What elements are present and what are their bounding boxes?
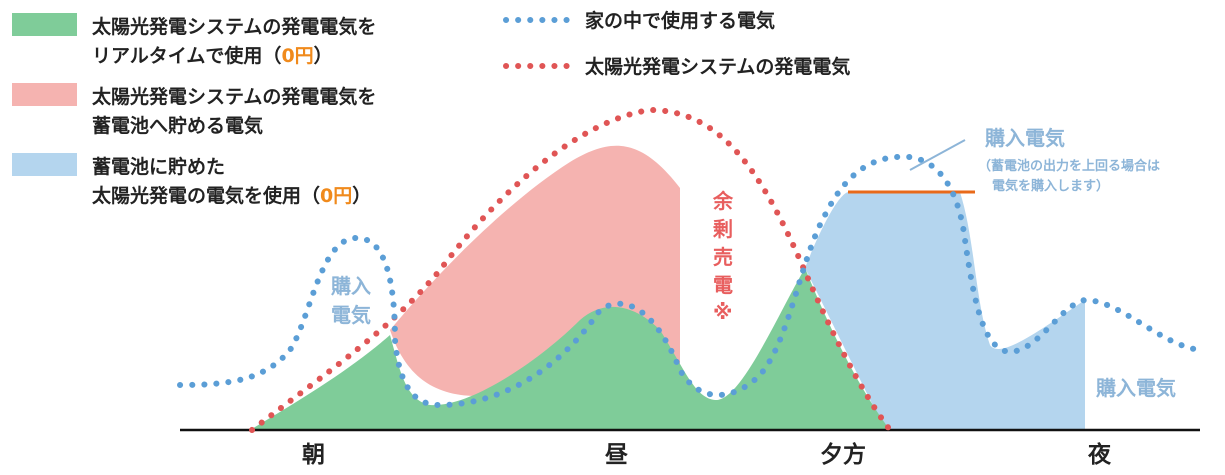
- surplus-sale-char-4: 電: [713, 273, 733, 297]
- solar-generation-curve: [249, 106, 893, 433]
- legend-red-line1: 太陽光発電システムの発電電気を: [92, 85, 376, 108]
- surplus-sale-char-5: ※: [713, 300, 732, 324]
- time-label-evening: 夕方: [820, 441, 866, 468]
- evening-purchase-note-1: （蓄電池の出力を上回る場合は: [978, 158, 1160, 174]
- evening-purchase-pointer: [909, 139, 966, 171]
- legend-green-line1: 太陽光発電システムの発電電気を: [92, 15, 376, 38]
- morning-purchase-label-1: 購入: [331, 274, 371, 298]
- legend-swatch-blue: [12, 153, 77, 176]
- night-purchase-label: 購入電気: [1096, 376, 1176, 400]
- legend-red-line2: 蓄電池へ貯める電気: [92, 114, 263, 137]
- surplus-sale-char-1: 余: [712, 189, 734, 213]
- legend-blue-zero-yen: 0円: [320, 185, 352, 207]
- morning-purchase-label-2: 電気: [331, 303, 371, 327]
- legend-blue-line2: 太陽光発電の電気を使用（0円）: [92, 184, 371, 207]
- legend-swatch-green: [12, 13, 77, 36]
- time-label-noon: 昼: [605, 442, 628, 468]
- legend-dotted-red-label: 太陽光発電システムの発電電気: [585, 55, 850, 78]
- time-label-night: 夜: [1087, 441, 1112, 468]
- legend-dotted-blue-label: 家の中で使用する電気: [585, 9, 775, 32]
- surplus-sale-char-3: 売: [713, 245, 733, 269]
- household-consumption-curve: [177, 153, 1203, 409]
- legend-green-line2: リアルタイムで使用（0円）: [92, 44, 333, 67]
- legend-green-zero-yen: 0円: [281, 45, 313, 67]
- battery-use-area: [805, 191, 1085, 430]
- legend-blue-line1: 蓄電池に貯めた: [92, 155, 225, 178]
- legend-swatch-red: [12, 83, 77, 106]
- evening-purchase-note-2: 電気を購入します）: [992, 178, 1109, 194]
- evening-purchase-title: 購入電気: [985, 126, 1065, 150]
- time-label-morning: 朝: [302, 442, 325, 468]
- surplus-sale-char-2: 剰: [712, 217, 733, 241]
